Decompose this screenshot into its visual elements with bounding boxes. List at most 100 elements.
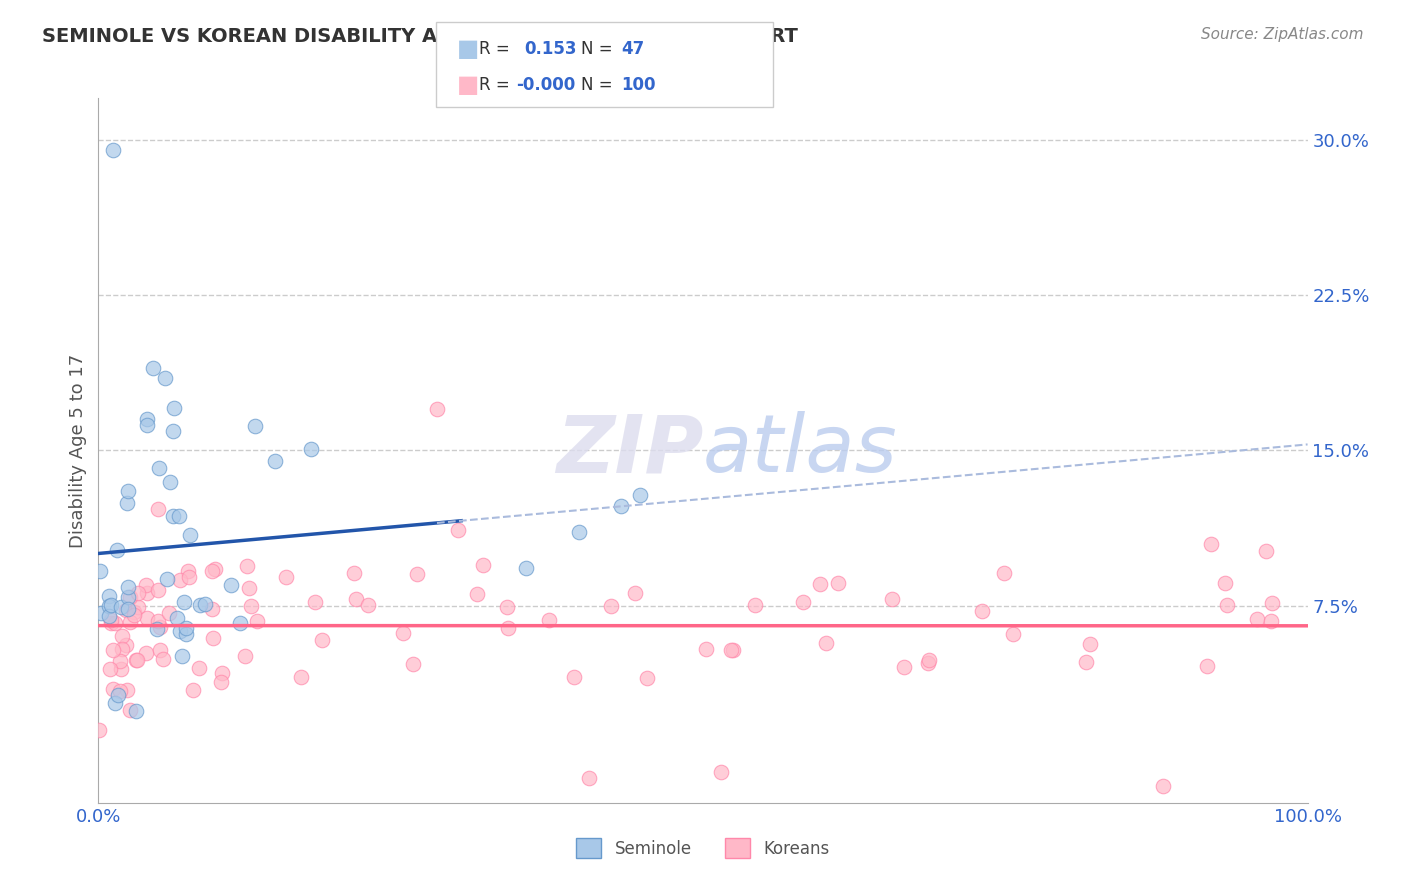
Point xyxy=(299,442,322,457)
Point xyxy=(159,475,181,489)
Point xyxy=(447,523,470,537)
Point xyxy=(201,631,224,645)
Point xyxy=(200,564,222,578)
Point xyxy=(993,566,1015,581)
Point xyxy=(827,575,849,590)
Point xyxy=(177,564,200,578)
Text: R =: R = xyxy=(479,40,510,58)
Point xyxy=(496,621,519,635)
Point xyxy=(122,608,145,623)
Point xyxy=(114,603,136,617)
Point xyxy=(623,586,645,600)
Point xyxy=(166,611,188,625)
Point xyxy=(115,496,138,510)
Point xyxy=(169,573,191,587)
Point xyxy=(100,615,122,630)
Point xyxy=(100,598,122,612)
Point xyxy=(245,614,267,628)
Point xyxy=(264,454,287,468)
Point xyxy=(515,561,537,575)
Point xyxy=(188,661,211,675)
Point xyxy=(274,569,297,583)
Point xyxy=(636,671,658,685)
Text: SEMINOLE VS KOREAN DISABILITY AGE 5 TO 17 CORRELATION CHART: SEMINOLE VS KOREAN DISABILITY AGE 5 TO 1… xyxy=(42,27,799,45)
Text: Source: ZipAtlas.com: Source: ZipAtlas.com xyxy=(1201,27,1364,42)
Point xyxy=(111,641,134,656)
Point xyxy=(120,702,142,716)
Point xyxy=(127,652,149,666)
Y-axis label: Disability Age 5 to 17: Disability Age 5 to 17 xyxy=(69,353,87,548)
Text: 100: 100 xyxy=(621,76,657,94)
Point xyxy=(236,558,259,573)
Point xyxy=(179,570,201,584)
Point xyxy=(146,502,169,516)
Point xyxy=(135,577,157,591)
Point xyxy=(142,360,165,375)
Point xyxy=(149,620,172,634)
Point xyxy=(610,500,633,514)
Text: N =: N = xyxy=(581,76,612,94)
Point xyxy=(204,561,226,575)
Point xyxy=(917,652,939,666)
Text: N =: N = xyxy=(581,40,612,58)
Point xyxy=(115,639,138,653)
Point xyxy=(1078,638,1101,652)
Point xyxy=(135,412,157,426)
Point xyxy=(243,418,266,433)
Point xyxy=(304,594,326,608)
Point xyxy=(97,589,120,603)
Point xyxy=(169,624,191,639)
Point xyxy=(239,599,262,614)
Point xyxy=(1076,655,1098,669)
Point xyxy=(163,401,186,416)
Point xyxy=(426,402,449,417)
Text: ZIP: ZIP xyxy=(555,411,703,490)
Point xyxy=(127,586,149,600)
Point xyxy=(1246,612,1268,626)
Text: -0.000: -0.000 xyxy=(516,76,575,94)
Point xyxy=(1152,779,1174,793)
Point xyxy=(465,587,488,601)
Point xyxy=(162,508,184,523)
Point xyxy=(118,591,141,605)
Point xyxy=(117,590,139,604)
Point xyxy=(103,615,125,630)
Point xyxy=(810,577,832,591)
Point xyxy=(792,594,814,608)
Point xyxy=(1216,598,1239,612)
Point xyxy=(181,683,204,698)
Point xyxy=(115,682,138,697)
Point xyxy=(628,488,651,502)
Point xyxy=(710,764,733,779)
Point xyxy=(1197,659,1219,673)
Point xyxy=(562,670,585,684)
Point xyxy=(1254,544,1277,558)
Point xyxy=(1260,614,1282,628)
Point xyxy=(235,648,257,663)
Point xyxy=(600,599,623,613)
Point xyxy=(174,627,197,641)
Point xyxy=(107,543,129,558)
Point xyxy=(169,508,191,523)
Point xyxy=(98,599,121,613)
Text: 47: 47 xyxy=(621,40,645,58)
Point xyxy=(124,653,146,667)
Point xyxy=(101,681,124,696)
Point xyxy=(127,599,149,614)
Point xyxy=(120,615,142,630)
Point xyxy=(290,670,312,684)
Point xyxy=(568,525,591,540)
Point xyxy=(101,642,124,657)
Point xyxy=(153,371,176,385)
Point xyxy=(146,623,169,637)
Point xyxy=(219,578,242,592)
Point xyxy=(893,660,915,674)
Text: 0.153: 0.153 xyxy=(524,40,576,58)
Point xyxy=(135,610,157,624)
Point xyxy=(173,595,195,609)
Point xyxy=(392,625,415,640)
Point xyxy=(117,483,139,498)
Point xyxy=(146,582,169,597)
Point xyxy=(343,566,366,580)
Point xyxy=(188,598,211,612)
